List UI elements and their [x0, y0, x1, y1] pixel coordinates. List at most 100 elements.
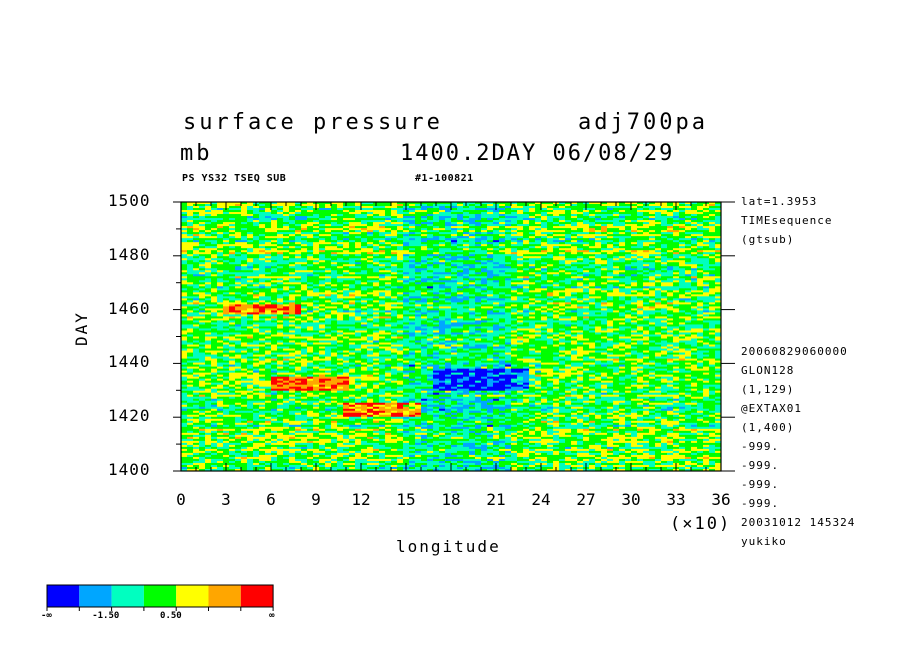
- heatmap-cell: [685, 228, 692, 231]
- heatmap-cell: [529, 242, 536, 245]
- heatmap-cell: [661, 232, 668, 235]
- heatmap-cell: [295, 218, 302, 221]
- heatmap-cell: [331, 208, 338, 211]
- heatmap-cell: [685, 282, 692, 285]
- heatmap-cell: [367, 306, 374, 309]
- heatmap-cell: [553, 294, 560, 297]
- heatmap-cell: [469, 220, 476, 223]
- heatmap-cell: [199, 218, 206, 221]
- heatmap-cell: [535, 242, 542, 245]
- heatmap-cell: [217, 278, 224, 281]
- heatmap-cell: [217, 284, 224, 287]
- heatmap-cell: [319, 236, 326, 239]
- heatmap-cell: [661, 266, 668, 269]
- heatmap-cell: [547, 244, 554, 247]
- heatmap-cell: [583, 304, 590, 307]
- heatmap-cell: [613, 272, 620, 275]
- heatmap-cell: [709, 238, 716, 241]
- heatmap-cell: [469, 214, 476, 217]
- heatmap-cell: [589, 216, 596, 219]
- heatmap-cell: [673, 302, 680, 305]
- heatmap-cell: [583, 298, 590, 301]
- heatmap-cell: [241, 232, 248, 235]
- heatmap-cell: [667, 282, 674, 285]
- heatmap-cell: [241, 242, 248, 245]
- heatmap-cell: [553, 278, 560, 281]
- heatmap-cell: [331, 228, 338, 231]
- heatmap-cell: [589, 278, 596, 281]
- heatmap-cell: [259, 288, 266, 291]
- heatmap-cell: [265, 276, 272, 279]
- heatmap-cell: [307, 228, 314, 231]
- heatmap-cell: [577, 236, 584, 239]
- heatmap-cell: [493, 256, 500, 259]
- heatmap-cell: [355, 218, 362, 221]
- heatmap-cell: [583, 218, 590, 221]
- heatmap-cell: [211, 284, 218, 287]
- heatmap-cell: [553, 250, 560, 253]
- heatmap-cell: [715, 300, 722, 303]
- heatmap-cell: [553, 288, 560, 291]
- heatmap-cell: [343, 214, 350, 217]
- heatmap-cell: [367, 254, 374, 257]
- heatmap-cell: [523, 224, 530, 227]
- heatmap-cell: [637, 254, 644, 257]
- heatmap-cell: [625, 234, 632, 237]
- heatmap-cell: [475, 308, 482, 311]
- heatmap-cell: [229, 228, 236, 231]
- heatmap-cell: [595, 204, 602, 207]
- heatmap-cell: [211, 242, 218, 245]
- heatmap-cell: [361, 260, 368, 263]
- heatmap-cell: [709, 232, 716, 235]
- heatmap-cell: [403, 280, 410, 283]
- heatmap-cell: [271, 262, 278, 265]
- heatmap-cell: [217, 270, 224, 273]
- heatmap-cell: [223, 252, 230, 255]
- heatmap-cell: [271, 306, 278, 309]
- heatmap-cell: [391, 258, 398, 261]
- heatmap-cell: [199, 222, 206, 225]
- heatmap-cell: [247, 284, 254, 287]
- heatmap-cell: [325, 274, 332, 277]
- heatmap-cell: [253, 252, 260, 255]
- heatmap-cell: [343, 254, 350, 257]
- heatmap-cell: [211, 220, 218, 223]
- heatmap-cell: [469, 206, 476, 209]
- heatmap-cell: [193, 258, 200, 261]
- heatmap-cell: [613, 264, 620, 267]
- heatmap-cell: [379, 232, 386, 235]
- heatmap-cell: [511, 264, 518, 267]
- heatmap-cell: [385, 252, 392, 255]
- heatmap-cell: [499, 250, 506, 253]
- heatmap-cell: [451, 224, 458, 227]
- heatmap-cell: [313, 290, 320, 293]
- heatmap-cell: [577, 202, 584, 205]
- heatmap-cell: [469, 272, 476, 275]
- heatmap-cell: [253, 230, 260, 233]
- heatmap-cell: [667, 280, 674, 283]
- heatmap-cell: [691, 270, 698, 273]
- heatmap-cell: [517, 224, 524, 227]
- heatmap-cell: [619, 232, 626, 235]
- heatmap-cell: [613, 238, 620, 241]
- heatmap-cell: [637, 268, 644, 271]
- heatmap-cell: [619, 208, 626, 211]
- heatmap-cell: [607, 226, 614, 229]
- heatmap-cell: [211, 294, 218, 297]
- heatmap-cell: [379, 280, 386, 283]
- heatmap-cell: [355, 202, 362, 205]
- heatmap-cell: [355, 268, 362, 271]
- heatmap-cell: [631, 296, 638, 299]
- heatmap-cell: [343, 306, 350, 309]
- heatmap-cell: [463, 264, 470, 267]
- heatmap-cell: [613, 274, 620, 277]
- heatmap-cell: [277, 216, 284, 219]
- heatmap-cell: [349, 214, 356, 217]
- heatmap-cell: [181, 282, 188, 285]
- heatmap-cell: [295, 258, 302, 261]
- heatmap-cell: [487, 268, 494, 271]
- heatmap-cell: [385, 234, 392, 237]
- heatmap-cell: [427, 232, 434, 235]
- heatmap-cell: [601, 222, 608, 225]
- heatmap-cell: [307, 210, 314, 213]
